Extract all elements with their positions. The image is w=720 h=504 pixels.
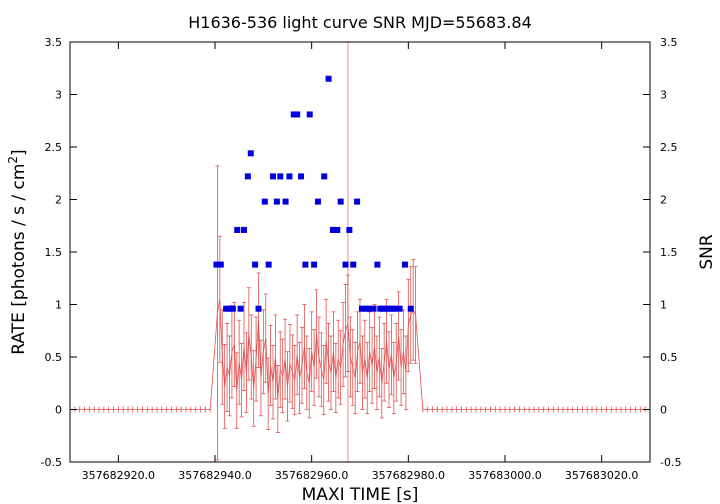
y-tick-label: 2	[55, 194, 62, 207]
plot-layer	[69, 42, 651, 462]
snr-point	[325, 75, 332, 82]
snr-point	[401, 261, 408, 268]
snr-point	[237, 305, 244, 312]
y-axis-title-end: ]	[9, 149, 29, 156]
snr-point	[229, 305, 236, 312]
snr-point	[298, 173, 305, 180]
snr-point	[247, 150, 254, 157]
y2-tick-label: 2.5	[660, 141, 678, 154]
snr-point	[282, 198, 289, 205]
chart-title: H1636-536 light curve SNR MJD=55683.84	[188, 13, 532, 32]
snr-point	[213, 261, 220, 268]
snr-point	[334, 226, 341, 233]
snr-point	[273, 198, 280, 205]
y-tick-label: 1	[55, 299, 62, 312]
snr-point	[329, 226, 336, 233]
plot-frame	[69, 41, 651, 463]
y2-tick-label: 2	[660, 194, 667, 207]
snr-point	[354, 198, 361, 205]
snr-point	[302, 261, 309, 268]
x-tick-label: 357682980.0	[372, 469, 445, 482]
snr-point	[366, 305, 373, 312]
snr-point	[346, 226, 353, 233]
snr-point	[286, 173, 293, 180]
snr-point	[234, 226, 241, 233]
axes-layer: -0.5 0 0.5 1 1.5 2 2.5 3 3.5 -0.5 0 0.5 1 1.5 2 2.5 3 3.5…	[41, 36, 682, 482]
rate-series-line	[70, 299, 650, 410]
x-tick-label: 357683000.0	[468, 469, 541, 482]
y2-tick-label: -0.5	[660, 456, 681, 469]
snr-point	[265, 261, 272, 268]
y-axis-title-main: RATE [photons / s / cm	[9, 164, 29, 355]
snr-point	[374, 261, 381, 268]
snr-point	[358, 305, 365, 312]
snr-point	[388, 305, 395, 312]
x-tick-label: 357682920.0	[82, 469, 155, 482]
snr-point	[311, 261, 318, 268]
snr-point	[350, 261, 357, 268]
snr-point	[370, 305, 377, 312]
snr-point	[294, 111, 301, 118]
x-tick-label: 357682960.0	[275, 469, 348, 482]
snr-point	[392, 305, 399, 312]
snr-point	[342, 261, 349, 268]
y2-tick-label: 1.5	[660, 246, 678, 259]
y-axis-title: RATE [photons / s / cm2]	[6, 149, 29, 354]
x-tick-label: 357683020.0	[565, 469, 638, 482]
x-axis-title: MAXI TIME [s]	[302, 485, 419, 504]
y-tick-label: 1.5	[45, 246, 63, 259]
snr-point	[362, 305, 369, 312]
y-tick-label: -0.5	[41, 456, 62, 469]
snr-point	[407, 305, 414, 312]
y-tick-label: 2.5	[45, 141, 63, 154]
y-tick-label: 0	[55, 404, 62, 417]
snr-point	[244, 173, 251, 180]
snr-point	[270, 173, 276, 180]
snr-point	[337, 198, 344, 205]
y2-tick-label: 0	[660, 404, 667, 417]
snr-point	[255, 305, 262, 312]
snr-point	[314, 198, 321, 205]
y2-tick-label: 1	[660, 299, 667, 312]
y2-tick-label: 0.5	[660, 351, 678, 364]
snr-point	[226, 305, 233, 312]
y-tick-label: 3.5	[45, 36, 63, 49]
y2-tick-label: 3.5	[660, 36, 678, 49]
x-tick-label: 357682940.0	[178, 469, 251, 482]
snr-point	[223, 305, 230, 312]
snr-point	[290, 111, 297, 118]
y2-tick-label: 3	[660, 89, 667, 102]
y-axis-title-sup: 2	[6, 156, 20, 164]
snr-point	[277, 173, 284, 180]
snr-point	[252, 261, 259, 268]
snr-point	[217, 261, 224, 268]
y-tick-label: 3	[55, 89, 62, 102]
y2-axis-title: SNR	[697, 234, 717, 270]
snr-point	[321, 173, 328, 180]
snr-point	[306, 111, 313, 118]
snr-point	[241, 226, 247, 233]
snr-point	[261, 198, 268, 205]
snr-point	[396, 305, 403, 312]
y-tick-label: 0.5	[45, 351, 63, 364]
